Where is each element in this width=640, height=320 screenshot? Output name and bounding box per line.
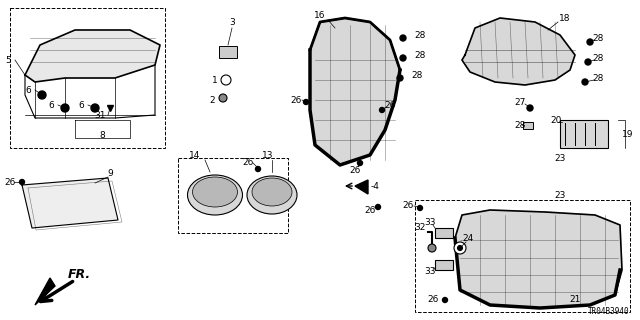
Circle shape — [527, 105, 533, 111]
Circle shape — [582, 79, 588, 85]
Text: 26: 26 — [364, 205, 376, 214]
Polygon shape — [310, 18, 400, 165]
Text: 26: 26 — [4, 178, 16, 187]
Text: 13: 13 — [262, 150, 274, 159]
Text: 3: 3 — [229, 18, 235, 27]
Ellipse shape — [247, 176, 297, 214]
Text: 26: 26 — [243, 157, 253, 166]
Text: 28: 28 — [592, 34, 604, 43]
Text: 6: 6 — [78, 100, 84, 109]
Text: 9: 9 — [107, 169, 113, 178]
Text: 6: 6 — [48, 100, 54, 109]
Circle shape — [442, 298, 447, 302]
Text: -4: -4 — [371, 181, 380, 190]
Circle shape — [585, 59, 591, 65]
Bar — [219, 46, 237, 58]
Circle shape — [397, 75, 403, 81]
Text: 28: 28 — [414, 51, 426, 60]
Circle shape — [219, 94, 227, 102]
Text: 1: 1 — [212, 76, 218, 84]
Bar — [523, 122, 533, 129]
Polygon shape — [35, 278, 55, 305]
Text: 23: 23 — [554, 190, 566, 199]
Text: 5: 5 — [5, 55, 11, 65]
Text: 28: 28 — [592, 74, 604, 83]
Polygon shape — [355, 180, 368, 194]
Text: 18: 18 — [559, 13, 571, 22]
Text: 28: 28 — [412, 70, 422, 79]
Circle shape — [400, 35, 406, 41]
Bar — [178, 158, 288, 233]
Circle shape — [61, 104, 69, 112]
Text: 16: 16 — [314, 11, 326, 20]
Circle shape — [454, 242, 466, 254]
Circle shape — [417, 205, 422, 211]
Text: 31: 31 — [94, 110, 106, 119]
Text: 26: 26 — [403, 201, 413, 210]
Text: 26: 26 — [291, 95, 301, 105]
Bar — [10, 8, 165, 148]
Text: 33: 33 — [424, 218, 436, 227]
Text: 26: 26 — [428, 295, 438, 305]
Text: 23: 23 — [554, 154, 566, 163]
Circle shape — [19, 180, 24, 185]
Text: 24: 24 — [462, 234, 474, 243]
Text: 27: 27 — [515, 98, 525, 107]
Circle shape — [221, 75, 231, 85]
Polygon shape — [22, 178, 118, 228]
Text: 19: 19 — [622, 130, 634, 139]
Text: FR.: FR. — [68, 268, 91, 281]
Circle shape — [38, 91, 46, 99]
Text: 6: 6 — [25, 85, 31, 94]
Circle shape — [376, 204, 381, 210]
Bar — [435, 228, 453, 238]
Circle shape — [587, 39, 593, 45]
Circle shape — [255, 166, 260, 172]
Text: 2: 2 — [209, 95, 215, 105]
Text: 26: 26 — [349, 165, 361, 174]
Circle shape — [358, 161, 362, 165]
Text: 32: 32 — [414, 222, 426, 231]
Bar — [435, 260, 453, 270]
Ellipse shape — [252, 178, 292, 206]
Circle shape — [400, 55, 406, 61]
Ellipse shape — [188, 175, 243, 215]
Circle shape — [91, 104, 99, 112]
Text: 20: 20 — [550, 116, 562, 124]
Polygon shape — [25, 30, 160, 82]
Circle shape — [428, 244, 436, 252]
Bar — [560, 120, 608, 148]
Text: 14: 14 — [189, 150, 201, 159]
Circle shape — [458, 245, 463, 251]
Text: 28: 28 — [414, 30, 426, 39]
Polygon shape — [455, 210, 622, 308]
Ellipse shape — [193, 177, 237, 207]
Text: 28: 28 — [592, 53, 604, 62]
Polygon shape — [462, 18, 575, 85]
Text: 21: 21 — [570, 295, 580, 305]
Circle shape — [380, 108, 385, 113]
Text: 33: 33 — [424, 268, 436, 276]
Text: 28: 28 — [515, 121, 525, 130]
Bar — [415, 200, 630, 312]
Text: TR04B3940: TR04B3940 — [588, 307, 630, 316]
Text: 8: 8 — [99, 131, 105, 140]
Circle shape — [303, 100, 308, 105]
Text: 26: 26 — [384, 100, 396, 109]
